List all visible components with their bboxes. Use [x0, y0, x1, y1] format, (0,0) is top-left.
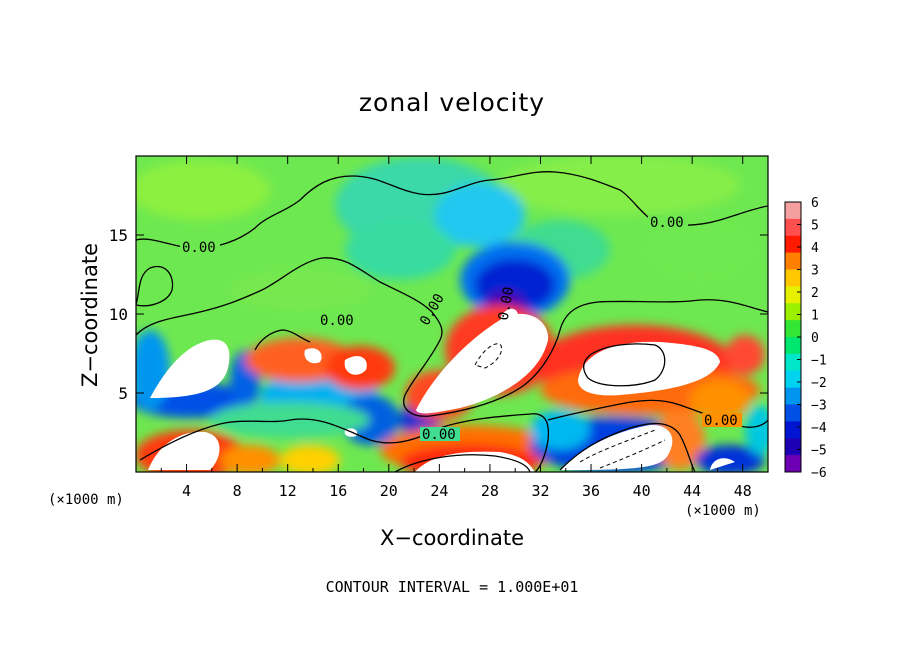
colorbar-segment — [785, 421, 801, 439]
colorbar-tick-label: −1 — [811, 354, 827, 369]
colorbar-tick-label: 5 — [811, 219, 819, 234]
x-tick-label: 28 — [481, 482, 499, 500]
x-unit-label-left: (×1000 m) — [48, 492, 124, 508]
chart-title: zonal velocity — [358, 88, 546, 117]
colorbar-tick-label: 6 — [811, 196, 819, 211]
x-axis-label: X−coordinate — [380, 526, 524, 550]
x-unit-label-right: (×1000 m) — [685, 503, 761, 519]
x-tick-label: 24 — [430, 482, 448, 500]
x-tick-label: 4 — [182, 482, 191, 500]
colorbar-tick-label: −4 — [811, 421, 827, 436]
colorbar-segment — [785, 370, 801, 389]
colorbar-segment — [785, 235, 801, 254]
colorbar-segment — [785, 320, 801, 338]
x-tick-label: 48 — [734, 482, 752, 500]
colorbar-segment — [785, 218, 801, 237]
colorbar-segment — [785, 353, 801, 372]
contour-label: 0.00 — [320, 313, 354, 329]
x-tick-label: 40 — [633, 482, 651, 500]
colorbar-segment — [785, 252, 801, 270]
x-tick-label: 8 — [233, 482, 242, 500]
velocity-field: 0.00 0.00 0.00 0.00 0.00 0.00 0.00 — [136, 156, 768, 472]
contour-label: 0.00 — [182, 240, 216, 256]
contour-label: 0.00 — [496, 286, 518, 322]
colorbar-tick-label: 4 — [811, 241, 819, 256]
colorbar: 6 5 4 3 2 1 0 −1 −2 −3 −4 −5 −6 — [784, 196, 827, 481]
colorbar-tick-label: 1 — [811, 309, 819, 324]
x-tick-label: 12 — [279, 482, 297, 500]
contour-label: 0.00 — [650, 215, 684, 231]
colorbar-segment — [785, 404, 801, 422]
colorbar-tick-label: 0 — [811, 331, 819, 346]
colorbar-tick-label: −5 — [811, 444, 827, 459]
colorbar-tick-label: −6 — [811, 466, 827, 481]
y-tick-label: 10 — [109, 305, 128, 324]
contour-interval-note: CONTOUR INTERVAL = 1.000E+01 — [325, 578, 579, 596]
colorbar-segment — [785, 269, 801, 287]
colorbar-segment — [785, 303, 801, 321]
x-tick-label: 16 — [329, 482, 347, 500]
colorbar-segment — [785, 202, 801, 220]
y-tick-label: 15 — [109, 226, 128, 245]
colorbar-tick-label: −2 — [811, 376, 827, 391]
colorbar-tick-label: 3 — [811, 264, 819, 279]
contour-label: 0.00 — [704, 413, 738, 429]
y-tick-label: 5 — [118, 384, 128, 403]
colorbar-segment — [785, 387, 801, 405]
colorbar-segment — [785, 455, 801, 473]
x-tick-label: 20 — [380, 482, 398, 500]
x-tick-label: 44 — [683, 482, 701, 500]
contour-label: 0.00 — [422, 427, 456, 443]
colorbar-segment — [785, 286, 801, 304]
x-tick-label: 36 — [582, 482, 600, 500]
colorbar-segment — [785, 438, 801, 456]
x-tick-label: 32 — [531, 482, 549, 500]
colorbar-tick-label: −3 — [811, 399, 827, 414]
colorbar-segment — [785, 337, 801, 355]
colorbar-tick-label: 2 — [811, 286, 819, 301]
